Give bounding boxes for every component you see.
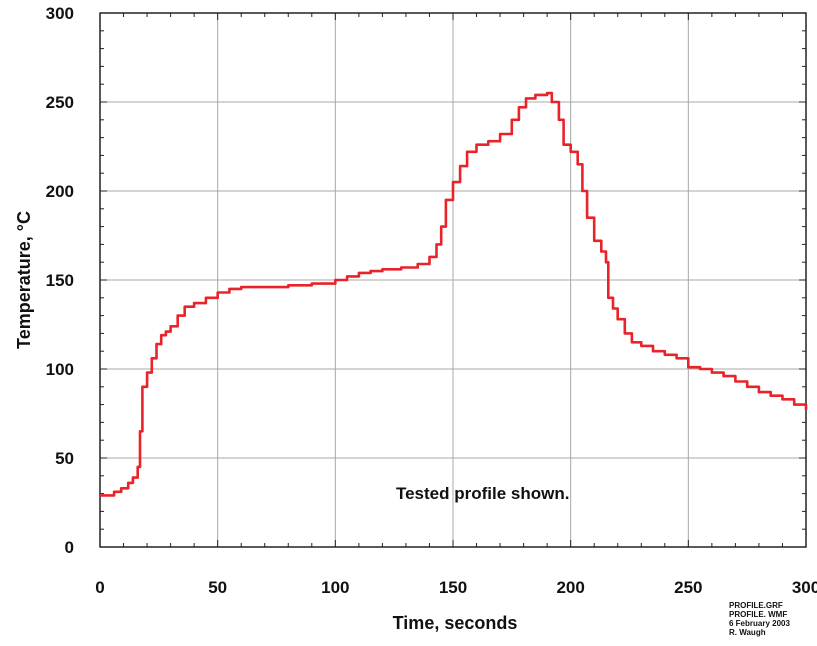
y-tick-labels: 0 50 100 150 200 250 300: [46, 4, 74, 557]
x-tick-labels: 0 50 100 150 200 250 300: [95, 578, 817, 597]
y-tick-label: 50: [55, 449, 74, 468]
temperature-profile-line: [100, 91, 808, 497]
x-tick-label: 50: [208, 578, 227, 597]
x-tick-label: 300: [792, 578, 817, 597]
plot-frame: [99, 12, 807, 548]
x-axis-title: Time, seconds: [393, 613, 518, 633]
y-tick-label: 0: [65, 538, 74, 557]
grid: [100, 13, 806, 547]
file-info-line: R. Waugh: [729, 628, 766, 637]
y-tick-label: 100: [46, 360, 74, 379]
file-info-note: PROFILE.GRF PROFILE. WMF 6 February 2003…: [729, 601, 817, 637]
x-tick-label: 200: [556, 578, 584, 597]
x-tick-label: 100: [321, 578, 349, 597]
y-tick-label: 250: [46, 93, 74, 112]
x-tick-label: 150: [439, 578, 467, 597]
y-tick-label: 150: [46, 271, 74, 290]
x-tick-label: 250: [674, 578, 702, 597]
x-tick-label: 0: [95, 578, 104, 597]
file-info-line: 6 February 2003: [729, 619, 790, 628]
y-tick-label: 300: [46, 4, 74, 23]
y-axis-title: Temperature, °C: [14, 211, 34, 349]
annotation-text: Tested profile shown.: [396, 484, 569, 503]
y-tick-label: 200: [46, 182, 74, 201]
file-info-line: PROFILE. WMF: [729, 610, 788, 619]
file-info-line: PROFILE.GRF: [729, 601, 783, 610]
